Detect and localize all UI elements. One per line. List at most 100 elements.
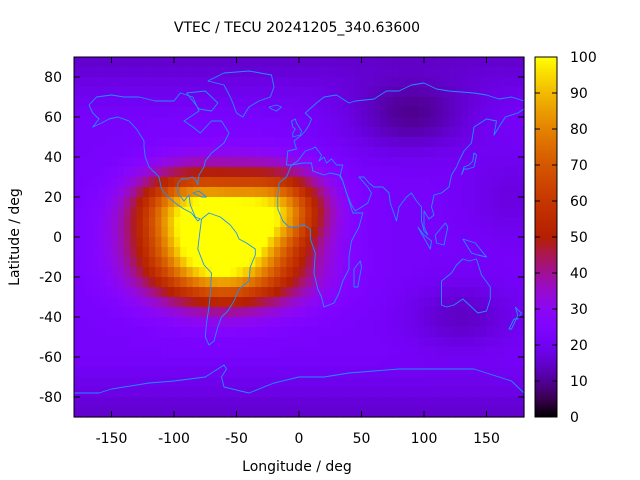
heatmap-cell — [124, 187, 131, 198]
heatmap-cell — [242, 207, 250, 218]
heatmap-cell — [299, 127, 306, 138]
heatmap-cell — [367, 327, 375, 338]
heatmap-cell — [392, 97, 400, 108]
heatmap-cell — [155, 387, 163, 398]
heatmap-cell — [236, 367, 244, 378]
heatmap-cell — [424, 97, 431, 108]
heatmap-cell — [499, 267, 506, 278]
heatmap-cell — [180, 107, 188, 118]
heatmap-cell — [442, 57, 450, 68]
heatmap-cell — [149, 147, 156, 158]
heatmap-cell — [499, 77, 506, 88]
heatmap-cell — [374, 187, 381, 198]
heatmap-cell — [342, 197, 350, 208]
heatmap-cell — [217, 217, 225, 228]
heatmap-cell — [149, 87, 156, 98]
heatmap-cell — [436, 137, 444, 148]
heatmap-cell — [99, 297, 106, 308]
heatmap-cell — [192, 237, 200, 248]
heatmap-cell — [380, 407, 388, 418]
heatmap-cell — [299, 197, 306, 208]
heatmap-cell — [374, 317, 381, 328]
heatmap-cell — [430, 177, 438, 188]
heatmap-cell — [317, 407, 325, 418]
heatmap-cell — [286, 117, 294, 128]
heatmap-cell — [192, 407, 200, 418]
heatmap-cell — [517, 107, 525, 118]
heatmap-cell — [436, 77, 444, 88]
heatmap-cell — [149, 247, 156, 258]
heatmap-cell — [461, 287, 469, 298]
heatmap-cell — [99, 127, 106, 138]
heatmap-cell — [274, 387, 281, 398]
heatmap-cell — [355, 217, 363, 228]
heatmap-cell — [517, 377, 525, 388]
heatmap-cell — [455, 357, 463, 368]
heatmap-cell — [355, 167, 363, 178]
heatmap-cell — [367, 247, 375, 258]
heatmap-cell — [249, 57, 256, 68]
heatmap-cell — [142, 77, 150, 88]
heatmap-cell — [486, 157, 494, 168]
heatmap-cell — [480, 247, 488, 258]
heatmap-cell — [111, 237, 119, 248]
heatmap-cell — [280, 247, 288, 258]
heatmap-cell — [299, 257, 306, 268]
heatmap-cell — [392, 187, 400, 198]
heatmap-cell — [174, 157, 181, 168]
heatmap-cell — [392, 397, 400, 408]
heatmap-cell — [467, 267, 475, 278]
heatmap-cell — [436, 267, 444, 278]
heatmap-cell — [111, 127, 119, 138]
heatmap-cell — [399, 147, 406, 158]
heatmap-cell — [167, 147, 175, 158]
heatmap-cell — [299, 107, 306, 118]
heatmap-cell — [230, 337, 238, 348]
heatmap-cell — [330, 197, 338, 208]
heatmap-cell — [111, 337, 119, 348]
heatmap-cell — [305, 57, 313, 68]
heatmap-cell — [130, 197, 138, 208]
heatmap-cell — [317, 177, 325, 188]
heatmap-cell — [142, 257, 150, 268]
heatmap-cell — [480, 207, 488, 218]
heatmap-cell — [286, 267, 294, 278]
heatmap-cell — [211, 367, 219, 378]
heatmap-cell — [449, 397, 456, 408]
heatmap-cell — [186, 347, 194, 358]
heatmap-cell — [130, 307, 138, 318]
heatmap-cell — [430, 367, 438, 378]
heatmap-cell — [317, 307, 325, 318]
heatmap-cell — [349, 237, 356, 248]
colorbar-tick-label: 40 — [570, 266, 588, 282]
heatmap-cell — [111, 77, 119, 88]
heatmap-cell — [417, 337, 425, 348]
heatmap-cell — [511, 107, 519, 118]
heatmap-cell — [374, 127, 381, 138]
heatmap-cell — [405, 117, 413, 128]
heatmap-cell — [130, 217, 138, 228]
heatmap-cell — [236, 407, 244, 418]
heatmap-cell — [424, 137, 431, 148]
heatmap-cell — [361, 197, 369, 208]
heatmap-cell — [449, 87, 456, 98]
heatmap-cell — [374, 257, 381, 268]
heatmap-cell — [392, 387, 400, 398]
heatmap-cell — [430, 237, 438, 248]
heatmap-cell — [230, 237, 238, 248]
heatmap-cell — [399, 187, 406, 198]
heatmap-cell — [386, 227, 394, 238]
heatmap-cell — [99, 347, 106, 358]
heatmap-cell — [167, 397, 175, 408]
heatmap-cell — [511, 77, 519, 88]
heatmap-cell — [149, 357, 156, 368]
y-tick-label: 20 — [44, 190, 62, 206]
heatmap-cell — [255, 177, 263, 188]
heatmap-cell — [505, 167, 513, 178]
heatmap-cell — [405, 207, 413, 218]
heatmap-cell — [261, 57, 269, 68]
heatmap-cell — [261, 257, 269, 268]
heatmap-cell — [86, 207, 94, 218]
heatmap-cell — [74, 67, 81, 78]
heatmap-cell — [330, 137, 338, 148]
